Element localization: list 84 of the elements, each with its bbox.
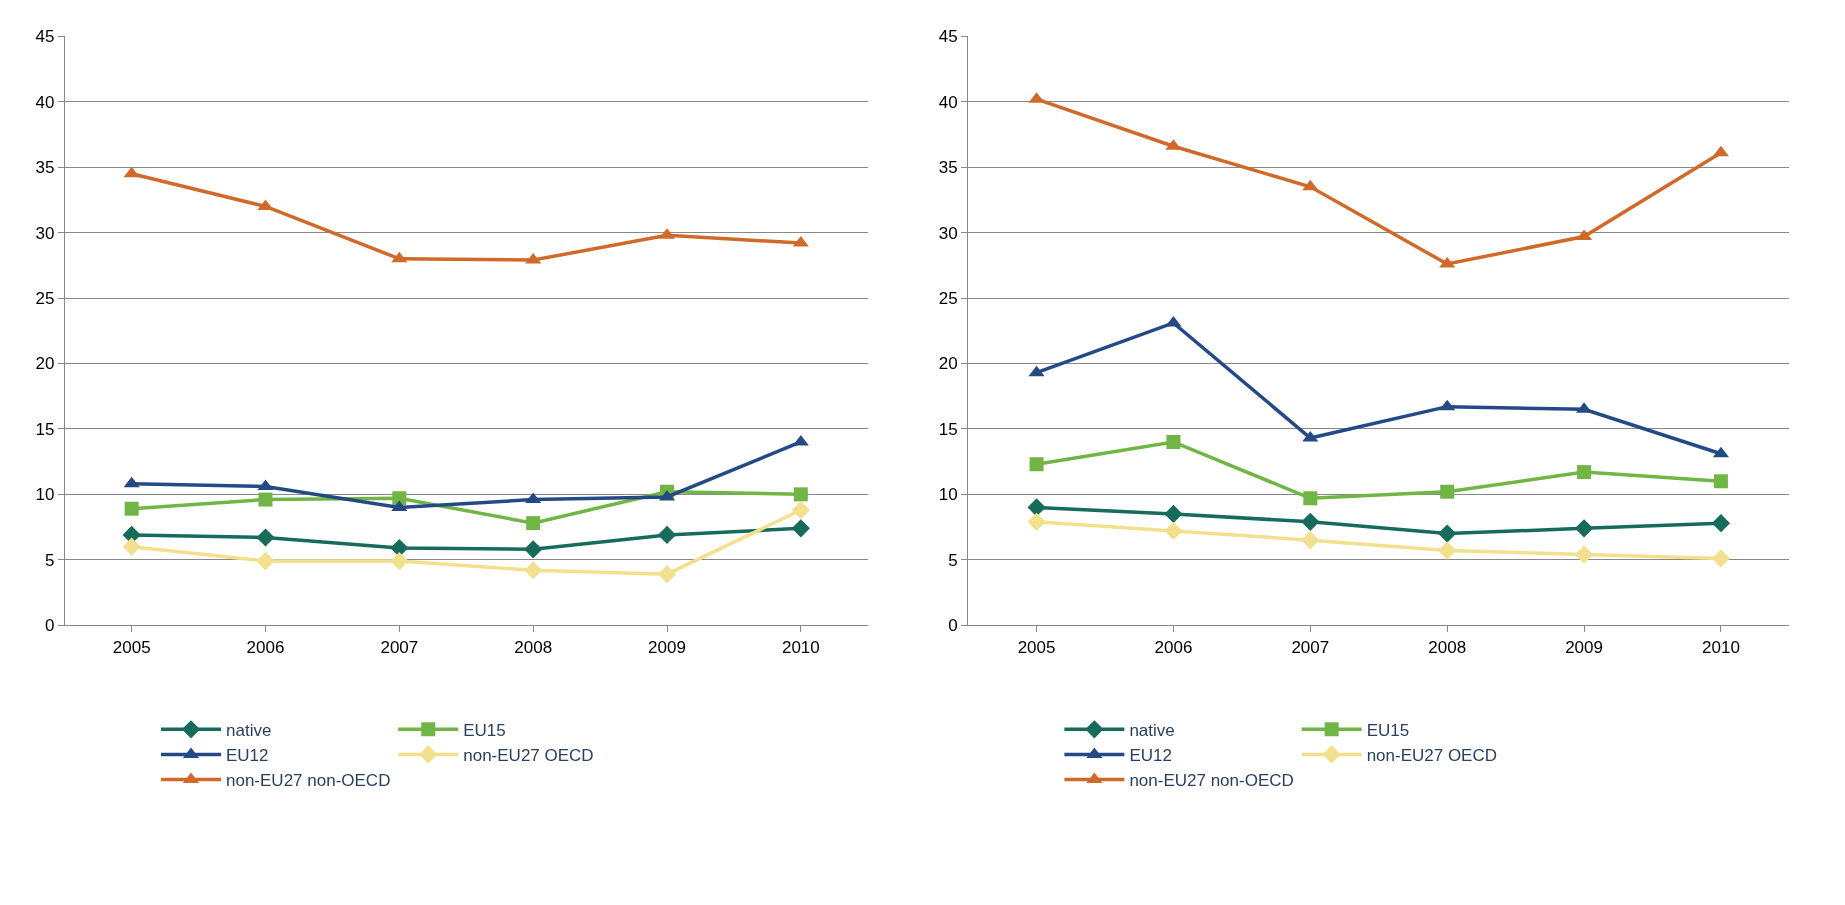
- y-tick-label: 40: [35, 92, 55, 112]
- point: [1028, 365, 1045, 377]
- point: [1574, 545, 1594, 564]
- point: [1164, 504, 1183, 524]
- x-tick-label: 2010: [1702, 637, 1740, 657]
- point: [124, 501, 139, 516]
- y-tick-label: 35: [35, 158, 55, 178]
- x-tick-label: 2008: [1428, 637, 1467, 657]
- point: [525, 492, 542, 504]
- legend-label: EU12: [226, 746, 269, 766]
- point: [1029, 457, 1044, 472]
- point: [392, 491, 407, 506]
- point: [1027, 512, 1046, 531]
- x-tick-label: 2007: [380, 637, 419, 657]
- point: [657, 565, 677, 584]
- y-tick-label: 25: [35, 288, 55, 308]
- point: [524, 561, 543, 580]
- legend-label: EU15: [463, 720, 506, 740]
- point: [258, 492, 273, 507]
- y-tick-label: 10: [35, 485, 55, 505]
- y-tick-label: 20: [938, 354, 958, 374]
- x-tick-label: 2009: [648, 637, 686, 657]
- legend-label: native: [226, 720, 272, 740]
- point: [1027, 498, 1046, 517]
- point: [1166, 434, 1181, 449]
- y-tick-label: 15: [938, 419, 958, 439]
- legend-label: EU12: [1129, 746, 1172, 766]
- point: [122, 537, 141, 556]
- x-tick-label: 2005: [1017, 637, 1056, 657]
- legend-label: non-EU27 non-OECD: [1129, 771, 1294, 791]
- point: [1711, 549, 1731, 568]
- y-tick-label: 0: [44, 616, 55, 636]
- point: [1303, 491, 1318, 506]
- point: [791, 519, 810, 538]
- y-tick-label: 25: [938, 288, 958, 308]
- legend-label: non-EU27 non-OECD: [226, 771, 391, 791]
- point: [657, 525, 677, 545]
- point: [1165, 315, 1182, 327]
- x-tick-label: 2006: [246, 637, 285, 657]
- point: [792, 434, 809, 446]
- y-tick-label: 15: [35, 419, 55, 439]
- x-tick-label: 2009: [1565, 637, 1603, 657]
- x-tick-label: 2006: [1154, 637, 1193, 657]
- y-tick-label: 35: [938, 158, 958, 178]
- point: [526, 516, 541, 531]
- point: [1577, 465, 1592, 480]
- x-tick-label: 2008: [514, 637, 553, 657]
- point: [123, 476, 140, 488]
- point: [524, 540, 543, 559]
- point: [1713, 474, 1728, 489]
- point: [256, 528, 275, 547]
- point: [791, 500, 810, 520]
- point: [1711, 514, 1731, 533]
- x-tick-label: 2007: [1291, 637, 1330, 657]
- legend-label: native: [1129, 720, 1175, 740]
- y-tick-label: 0: [948, 616, 958, 636]
- point: [1438, 541, 1457, 560]
- legend-label: non-EU27 OECD: [463, 746, 594, 766]
- y-tick-label: 45: [938, 27, 958, 47]
- legend-label: non-EU27 OECD: [1366, 746, 1498, 766]
- point: [1301, 531, 1320, 550]
- x-tick-label: 2005: [112, 637, 151, 657]
- point: [123, 166, 140, 178]
- y-tick-label: 20: [35, 354, 55, 374]
- point: [1439, 399, 1456, 411]
- y-tick-label: 10: [938, 485, 958, 505]
- point: [1440, 484, 1455, 499]
- x-tick-label: 2010: [781, 637, 820, 657]
- y-tick-label: 5: [948, 550, 958, 570]
- point: [1301, 512, 1320, 531]
- point: [793, 487, 808, 502]
- point: [256, 551, 275, 571]
- y-tick-label: 30: [35, 223, 55, 243]
- y-tick-label: 40: [938, 92, 958, 112]
- point: [1438, 524, 1457, 543]
- point: [1574, 519, 1594, 538]
- y-tick-label: 5: [44, 550, 55, 570]
- point: [391, 251, 408, 263]
- point: [390, 551, 409, 571]
- y-tick-label: 45: [35, 27, 55, 47]
- point: [1164, 521, 1183, 541]
- legend-label: EU15: [1366, 720, 1410, 740]
- y-tick-label: 30: [938, 223, 958, 243]
- point: [1302, 179, 1319, 191]
